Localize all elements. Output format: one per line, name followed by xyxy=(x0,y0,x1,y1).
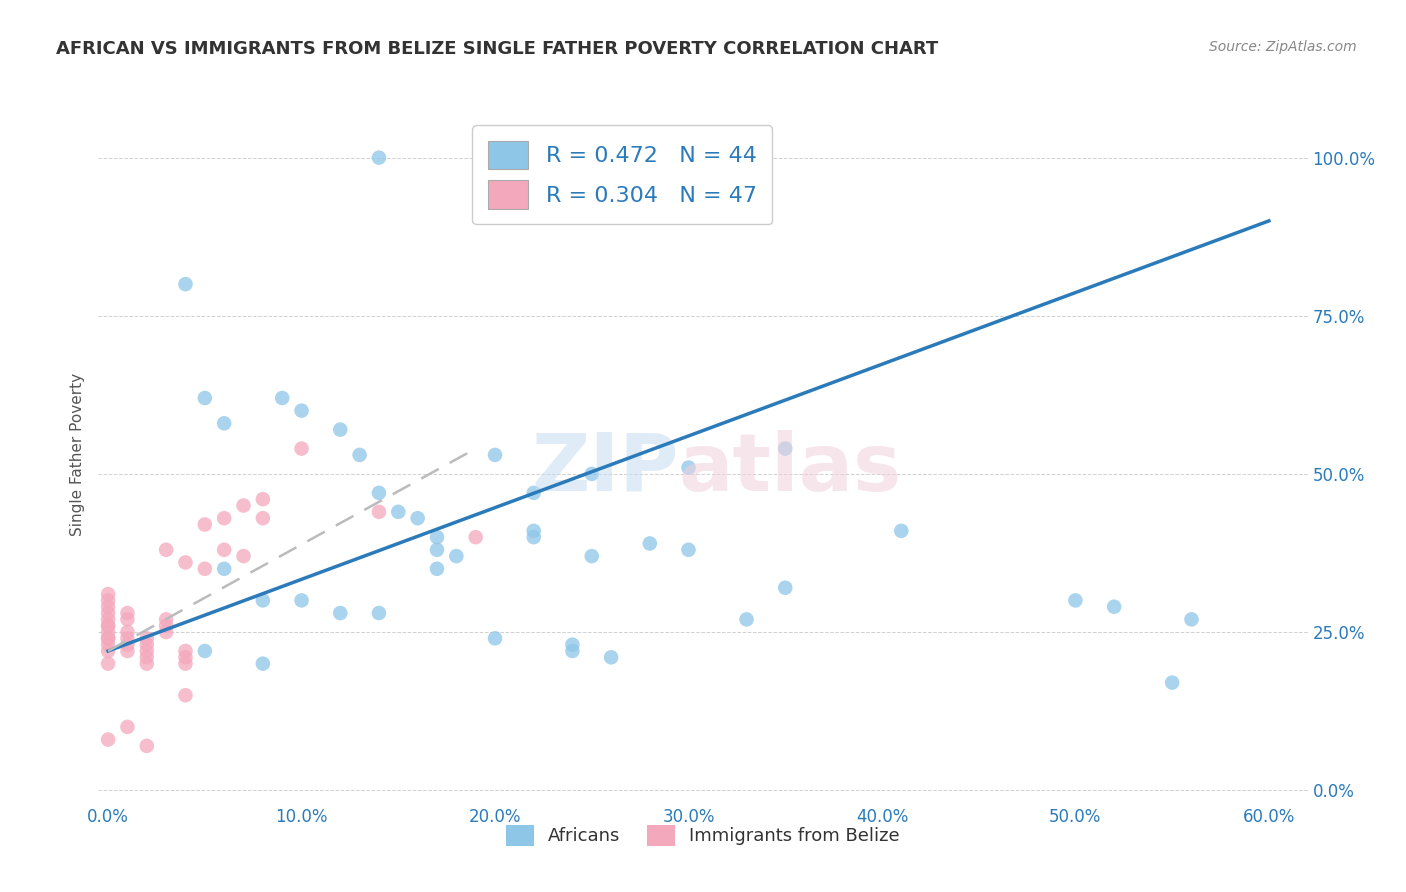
Point xyxy=(135,739,157,753)
Point xyxy=(97,732,120,747)
Text: ZIP: ZIP xyxy=(531,430,679,508)
Point xyxy=(368,505,391,519)
Point xyxy=(581,467,603,481)
Point xyxy=(773,581,796,595)
Point xyxy=(97,618,120,632)
Text: AFRICAN VS IMMIGRANTS FROM BELIZE SINGLE FATHER POVERTY CORRELATION CHART: AFRICAN VS IMMIGRANTS FROM BELIZE SINGLE… xyxy=(56,40,938,58)
Point xyxy=(135,632,157,646)
Point xyxy=(271,391,294,405)
Point xyxy=(117,720,139,734)
Point xyxy=(678,542,700,557)
Point xyxy=(464,530,486,544)
Point xyxy=(600,650,623,665)
Point xyxy=(117,632,139,646)
Point xyxy=(368,151,391,165)
Point xyxy=(523,530,546,544)
Point xyxy=(97,606,120,620)
Point xyxy=(349,448,371,462)
Point xyxy=(97,644,120,658)
Point xyxy=(97,593,120,607)
Point xyxy=(97,638,120,652)
Point xyxy=(117,625,139,640)
Point xyxy=(523,486,546,500)
Point xyxy=(426,542,449,557)
Point xyxy=(484,151,506,165)
Text: atlas: atlas xyxy=(679,430,901,508)
Point xyxy=(252,492,274,507)
Point xyxy=(135,657,157,671)
Point xyxy=(155,618,177,632)
Point xyxy=(194,644,217,658)
Point xyxy=(1180,612,1202,626)
Point xyxy=(773,442,796,456)
Point xyxy=(97,618,120,632)
Point xyxy=(97,632,120,646)
Point xyxy=(406,511,429,525)
Point xyxy=(135,638,157,652)
Point xyxy=(194,517,217,532)
Point xyxy=(232,549,254,563)
Point xyxy=(1102,599,1125,614)
Point xyxy=(117,644,139,658)
Point xyxy=(97,612,120,626)
Point xyxy=(135,644,157,658)
Point xyxy=(212,511,235,525)
Point xyxy=(252,657,274,671)
Point xyxy=(155,612,177,626)
Text: Source: ZipAtlas.com: Source: ZipAtlas.com xyxy=(1209,40,1357,54)
Point xyxy=(194,562,217,576)
Point xyxy=(678,460,700,475)
Point xyxy=(735,612,758,626)
Y-axis label: Single Father Poverty: Single Father Poverty xyxy=(70,374,86,536)
Point xyxy=(174,688,197,702)
Point xyxy=(97,587,120,601)
Point xyxy=(426,530,449,544)
Point xyxy=(638,536,661,550)
Point xyxy=(290,403,312,417)
Point xyxy=(117,606,139,620)
Point xyxy=(329,423,352,437)
Point xyxy=(252,511,274,525)
Point xyxy=(368,606,391,620)
Legend: Africans, Immigrants from Belize: Africans, Immigrants from Belize xyxy=(499,818,907,853)
Point xyxy=(232,499,254,513)
Point xyxy=(252,593,274,607)
Point xyxy=(329,606,352,620)
Point xyxy=(174,650,197,665)
Point xyxy=(484,632,506,646)
Point xyxy=(155,625,177,640)
Point xyxy=(97,625,120,640)
Point xyxy=(523,524,546,538)
Point xyxy=(561,644,583,658)
Point xyxy=(212,417,235,431)
Point xyxy=(290,593,312,607)
Point xyxy=(212,542,235,557)
Point xyxy=(212,562,235,576)
Point xyxy=(890,524,912,538)
Point xyxy=(117,612,139,626)
Point xyxy=(174,644,197,658)
Point xyxy=(135,650,157,665)
Point xyxy=(561,638,583,652)
Point xyxy=(368,486,391,500)
Point xyxy=(581,549,603,563)
Point xyxy=(290,442,312,456)
Point xyxy=(97,657,120,671)
Point xyxy=(1161,675,1184,690)
Point xyxy=(97,599,120,614)
Point xyxy=(1064,593,1087,607)
Point xyxy=(97,632,120,646)
Point xyxy=(174,657,197,671)
Point xyxy=(387,505,409,519)
Point xyxy=(174,277,197,292)
Point xyxy=(155,542,177,557)
Point xyxy=(174,556,197,570)
Point xyxy=(117,638,139,652)
Point xyxy=(484,448,506,462)
Point xyxy=(426,562,449,576)
Point xyxy=(194,391,217,405)
Point xyxy=(446,549,468,563)
